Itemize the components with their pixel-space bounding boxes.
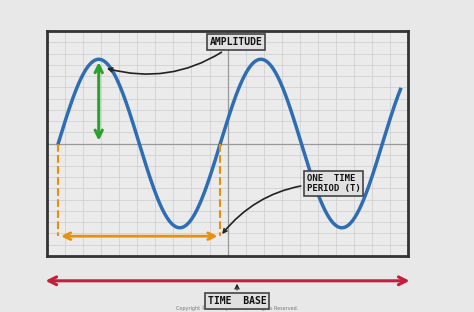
- Text: TIME  BASE: TIME BASE: [208, 285, 266, 306]
- Text: AMPLITUDE: AMPLITUDE: [109, 37, 263, 74]
- Text: ONE  TIME
PERIOD (T): ONE TIME PERIOD (T): [223, 174, 361, 232]
- Text: Copyright © Save My Exams, All Rights Reserved.: Copyright © Save My Exams, All Rights Re…: [176, 305, 298, 311]
